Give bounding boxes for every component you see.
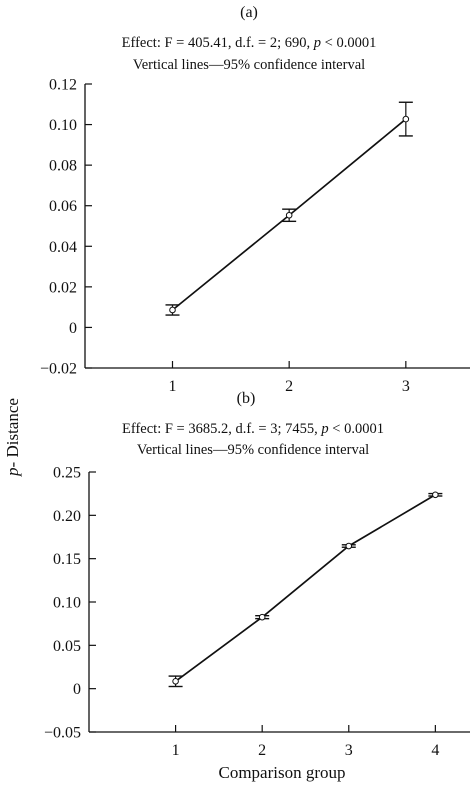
panel-b-y-tick-label: 0.25	[53, 465, 81, 482]
y-axis-label-italic: p	[3, 467, 22, 477]
panel-b-annotation-suffix: < 0.0001	[329, 421, 384, 437]
panel-b-data-point	[345, 542, 353, 550]
panel-b-y-tick-label: −0.05	[44, 725, 81, 742]
panel-b-data-point	[172, 678, 179, 685]
panel-b-annotation-line2: Vertical lines—95% confidence interval	[137, 442, 369, 458]
panel-a-x-tick-label: 1	[169, 378, 177, 395]
panel-a-y-tick-label: 0.10	[49, 117, 77, 134]
panel-a-y-tick-label: 0	[69, 320, 77, 337]
panel-a-label: (a)	[240, 4, 258, 21]
panel-b-annotation-p: p	[320, 421, 328, 437]
panel-b-plot: −0.05 0 0.05 0.10 0.15 0.20 0.25 1 2 3 4	[44, 465, 470, 759]
panel-b-y-tick-label: 0.15	[53, 551, 81, 568]
panel-b-data-point	[258, 613, 266, 621]
panel-a-y-tick-label: 0.08	[49, 158, 77, 175]
panel-a-annotation-line1: Effect: F = 405.41, d.f. = 2; 690, p < 0…	[122, 35, 377, 51]
y-axis-label: p- Distance	[3, 398, 22, 477]
x-axis-label: Comparison group	[218, 763, 345, 782]
panel-b-label: (b)	[237, 390, 256, 407]
panel-a-y-tick-label: 0.02	[49, 279, 77, 296]
panel-b-x-tick-label: 3	[345, 742, 353, 759]
panel-a-annotation-suffix: < 0.0001	[321, 35, 376, 51]
panel-b-x-tick-label: 2	[258, 742, 266, 759]
panel-a-data-point	[169, 306, 176, 314]
panel-a-plot: −0.02 0 0.02 0.04 0.06 0.08 0.10 0.12 1 2 3	[40, 77, 470, 395]
panel-b-y-tick-label: 0.10	[53, 595, 81, 612]
panel-b-x-tick-label: 1	[172, 742, 180, 759]
panel-b-annotation-prefix: Effect: F = 3685.2, d.f. = 3; 7455,	[122, 421, 321, 437]
panel-a-data-point	[285, 211, 293, 219]
panel-a-annotation-line2: Vertical lines—95% confidence interval	[133, 57, 365, 73]
panel-a-data-point	[402, 115, 410, 123]
panel-b-x-tick-label: 4	[431, 742, 439, 759]
panel-b-y-tick-label: 0	[73, 681, 81, 698]
panel-b-y-tick-label: 0.20	[53, 508, 81, 525]
panel-b-data-point	[432, 491, 439, 499]
panel-b-y-tick-label: 0.05	[53, 638, 81, 655]
panel-a-x-tick-label: 2	[285, 378, 293, 395]
panel-a-x-tick-label: 3	[402, 378, 410, 395]
panel-b-series-line	[175, 494, 436, 682]
panel-a: (a) Effect: F = 405.41, d.f. = 2; 690, p…	[40, 4, 470, 395]
panel-b-annotation-line1: Effect: F = 3685.2, d.f. = 3; 7455, p < …	[122, 421, 384, 437]
panel-a-y-tick-label: 0.12	[49, 77, 77, 94]
panel-a-y-tick-label: 0.04	[49, 239, 77, 256]
panel-a-y-tick-label: −0.02	[40, 361, 77, 378]
y-axis-label-text: - Distance	[3, 398, 22, 467]
panel-a-annotation-p: p	[313, 35, 321, 51]
panel-a-y-tick-label: 0.06	[49, 198, 77, 215]
panel-a-annotation-prefix: Effect: F = 405.41, d.f. = 2; 690,	[122, 35, 314, 51]
panel-b: (b) Effect: F = 3685.2, d.f. = 3; 7455, …	[44, 390, 470, 759]
